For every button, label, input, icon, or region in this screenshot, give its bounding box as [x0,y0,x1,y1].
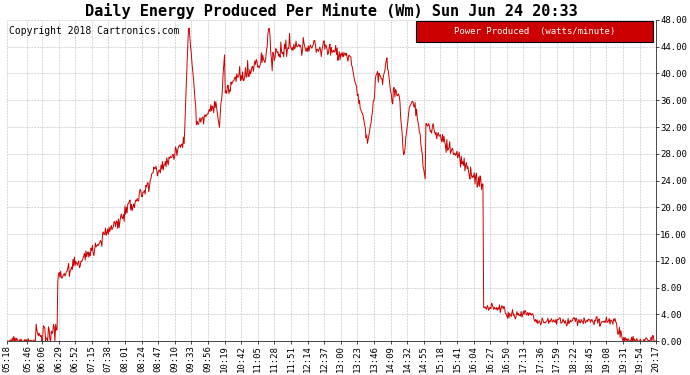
Title: Daily Energy Produced Per Minute (Wm) Sun Jun 24 20:33: Daily Energy Produced Per Minute (Wm) Su… [86,3,578,19]
Text: Copyright 2018 Cartronics.com: Copyright 2018 Cartronics.com [8,26,179,36]
Text: Power Produced  (watts/minute): Power Produced (watts/minute) [453,27,615,36]
FancyBboxPatch shape [416,21,653,42]
